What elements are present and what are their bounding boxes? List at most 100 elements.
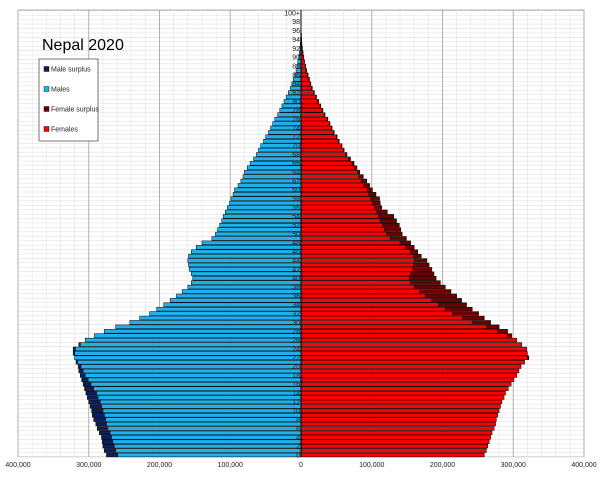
female-bar — [300, 417, 497, 422]
female-surplus-bar — [452, 311, 479, 316]
female-bar — [300, 99, 319, 104]
male-bar — [106, 421, 302, 427]
age-tick-label: 26 — [292, 337, 300, 344]
age-tick-label: 80 — [292, 99, 300, 106]
male-bar — [222, 214, 302, 219]
female-bar — [300, 342, 522, 347]
male-surplus-bar — [101, 435, 112, 440]
age-tick-label: 6 — [296, 426, 300, 433]
female-surplus-bar — [374, 205, 382, 210]
male-bar — [163, 302, 302, 307]
female-bar — [300, 81, 311, 86]
female-surplus-bar — [363, 183, 370, 188]
male-bar — [221, 218, 302, 223]
male-bar — [117, 452, 302, 458]
x-tick-label: 400,000 — [5, 462, 30, 469]
male-bar — [229, 200, 302, 206]
age-tick-label: 4 — [296, 435, 300, 442]
female-bar — [300, 112, 325, 117]
male-bar — [112, 439, 302, 444]
male-bar — [104, 413, 302, 418]
male-bar — [77, 360, 302, 365]
male-surplus-bar — [101, 439, 114, 444]
female-bar — [300, 90, 314, 95]
age-tick-label: 40 — [292, 276, 300, 283]
female-bar — [300, 262, 414, 268]
female-surplus-bar — [313, 90, 315, 95]
male-bar — [80, 342, 302, 347]
female-bar — [300, 360, 525, 365]
female-surplus-bar — [307, 72, 309, 78]
age-tick-label: 96 — [292, 28, 300, 35]
male-bar — [96, 390, 302, 396]
male-bar — [188, 262, 302, 268]
female-surplus-bar — [343, 147, 345, 153]
female-surplus-bar — [326, 116, 329, 122]
female-surplus-bar — [351, 161, 355, 166]
female-surplus-bar — [497, 329, 508, 334]
x-tick-label: 300,000 — [76, 462, 101, 469]
chart-title: Nepal 2020 — [42, 37, 124, 54]
female-surplus-bar — [386, 231, 403, 237]
female-bar — [300, 121, 330, 126]
female-bar — [300, 209, 377, 215]
female-surplus-bar — [389, 236, 407, 241]
female-surplus-bar — [410, 271, 435, 276]
male-bar — [191, 249, 302, 254]
female-surplus-bar — [412, 267, 433, 272]
male-bar — [109, 430, 302, 436]
female-surplus-bar — [399, 240, 411, 245]
female-bar — [300, 421, 496, 427]
female-bar — [300, 311, 453, 316]
x-tick-label: 300,000 — [501, 462, 526, 469]
age-tick-label: 72 — [292, 134, 300, 141]
male-bar — [139, 315, 302, 321]
female-surplus-bar — [348, 156, 351, 162]
legend-label: Females — [51, 127, 78, 134]
female-bar — [300, 413, 498, 418]
legend-swatch-males — [43, 86, 50, 92]
female-bar — [300, 85, 312, 91]
x-tick-label: 0 — [299, 462, 303, 469]
age-tick-label: 94 — [292, 37, 300, 44]
female-bar — [300, 368, 520, 374]
male-surplus-bar — [77, 364, 82, 369]
male-bar — [101, 404, 302, 409]
female-surplus-bar — [331, 125, 333, 131]
female-bar — [300, 271, 411, 276]
male-bar — [74, 355, 302, 360]
female-surplus-bar — [384, 227, 402, 232]
male-bar — [105, 417, 302, 422]
male-surplus-bar — [81, 377, 89, 383]
age-tick-label: 22 — [292, 355, 300, 362]
female-surplus-bar — [315, 94, 317, 100]
female-surplus-bar — [376, 209, 388, 215]
x-tick-label: 100,000 — [359, 462, 384, 469]
female-bar — [300, 267, 414, 272]
age-tick-label: 68 — [292, 152, 300, 159]
male-bar — [84, 337, 302, 343]
female-bar — [300, 439, 490, 444]
age-tick-label: 10 — [292, 408, 300, 415]
female-bar — [300, 320, 473, 325]
female-surplus-bar — [413, 262, 430, 268]
male-bar — [82, 368, 302, 374]
female-surplus-bar — [329, 121, 331, 126]
female-surplus-bar — [471, 320, 491, 325]
female-bar — [300, 346, 527, 352]
female-bar — [300, 333, 508, 338]
female-bar — [300, 249, 411, 254]
female-surplus-bar — [317, 99, 319, 104]
age-labels: 0246810121416182022242628303234363840424… — [284, 10, 300, 459]
male-bar — [93, 386, 302, 391]
female-surplus-bar — [308, 77, 310, 82]
age-tick-label: 42 — [292, 267, 300, 274]
male-surplus-bar — [72, 351, 75, 356]
female-bar — [300, 276, 410, 281]
female-surplus-bar — [413, 253, 422, 259]
female-bar — [300, 404, 501, 409]
female-bar — [300, 192, 370, 197]
female-surplus-bar — [425, 293, 457, 299]
female-surplus-bar — [305, 68, 307, 73]
